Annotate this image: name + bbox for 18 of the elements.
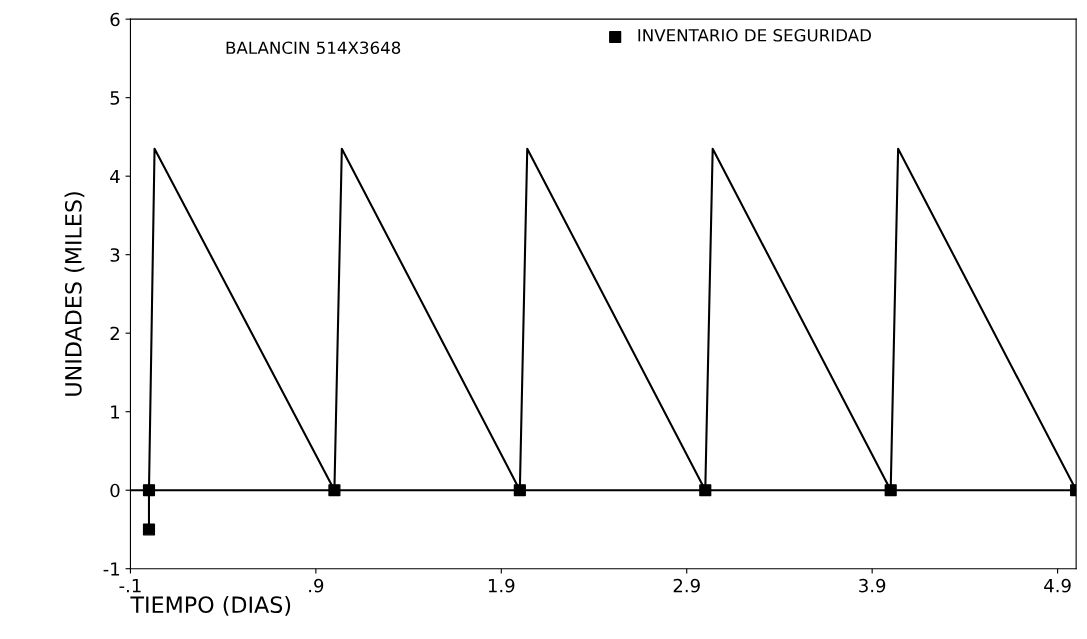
y-tick-label: 1: [111, 405, 120, 419]
y-tick-label: -1: [103, 562, 120, 576]
y-tick-label: 2: [110, 326, 119, 341]
y-tick-label: 5: [110, 91, 120, 105]
y-tick-label: 3: [110, 248, 120, 262]
legend-label: INVENTARIO DE SEGURIDAD: [638, 28, 871, 42]
x-tick-label: 4.9: [1044, 578, 1071, 593]
y-tick-label: 0: [110, 483, 120, 498]
x-tick-label: 1.9: [488, 578, 515, 593]
x-axis-title: TIEMPO (DIAS): [130, 595, 291, 616]
y-tick-label: 6: [110, 12, 120, 27]
x-tick-label: 3.9: [859, 578, 886, 593]
y-axis-title: UNIDADES (MILES): [64, 192, 85, 396]
x-tick-label: -.1: [119, 578, 141, 593]
x-tick-label: .9: [309, 578, 324, 593]
y-tick-label: 4: [110, 169, 120, 184]
annotation: BALANCIN 514X3648: [226, 41, 401, 55]
x-tick-label: 2.9: [673, 578, 700, 593]
